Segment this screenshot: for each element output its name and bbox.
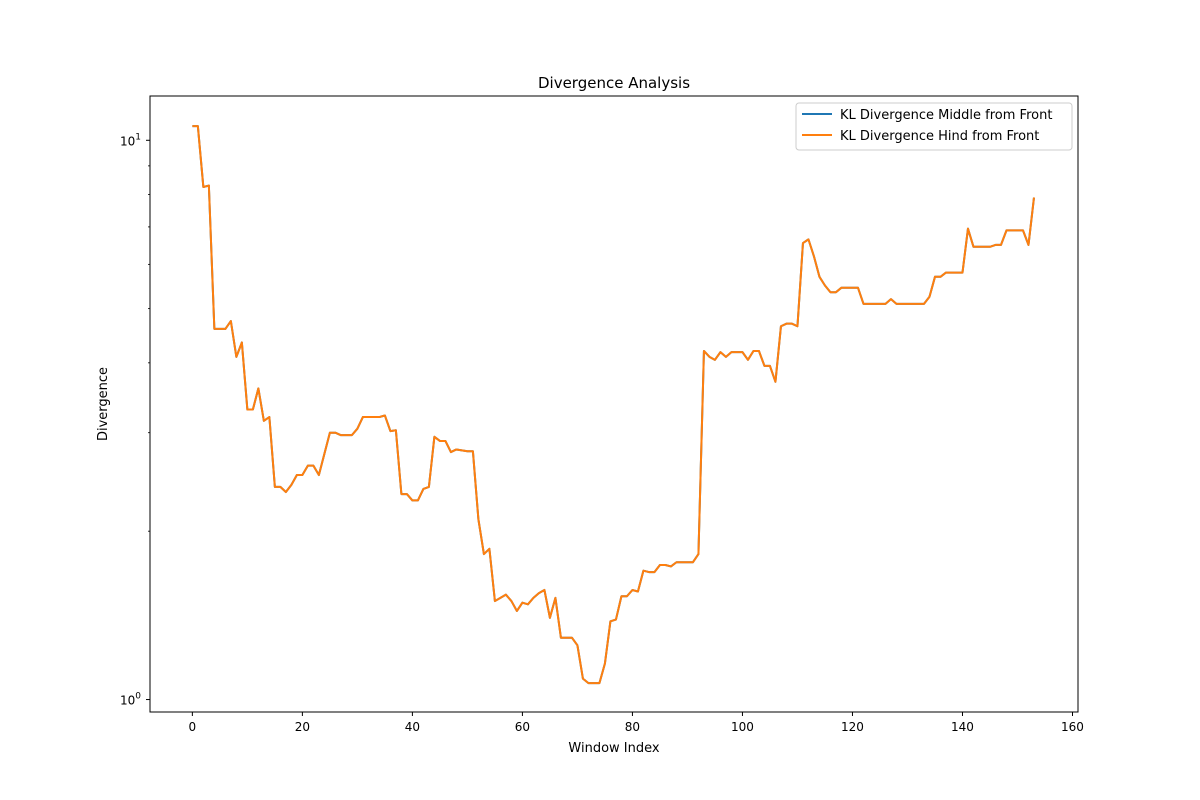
legend-label-middle: KL Divergence Middle from Front <box>840 108 1052 123</box>
series-line-hind <box>192 125 1035 685</box>
x-tick-label: 140 <box>951 720 974 734</box>
y-tick-label: 100 <box>120 692 141 708</box>
x-axis-label: Window Index <box>568 741 659 756</box>
plot-area <box>149 95 1079 713</box>
x-tick-label: 160 <box>1061 720 1084 734</box>
x-tick-label: 20 <box>295 720 310 734</box>
legend-box <box>795 102 1073 151</box>
legend: KL Divergence Middle from Front KL Diver… <box>795 102 1073 151</box>
x-tick-label: 120 <box>841 720 864 734</box>
x-axis: 0 20 40 60 80 100 120 140 160 <box>189 712 1084 734</box>
x-tick-label: 0 <box>189 720 197 734</box>
x-tick-label: 60 <box>515 720 530 734</box>
series-lines <box>192 125 1035 685</box>
chart-title: Divergence Analysis <box>538 74 690 92</box>
plot-frame <box>149 95 1079 713</box>
x-tick-label: 100 <box>731 720 754 734</box>
y-axis-label: Divergence <box>96 367 111 441</box>
y-axis: 100 101 <box>120 132 150 708</box>
x-tick-label: 40 <box>405 720 420 734</box>
y-tick-label: 101 <box>120 132 141 148</box>
legend-label-hind: KL Divergence Hind from Front <box>840 129 1039 144</box>
x-tick-label: 80 <box>625 720 640 734</box>
